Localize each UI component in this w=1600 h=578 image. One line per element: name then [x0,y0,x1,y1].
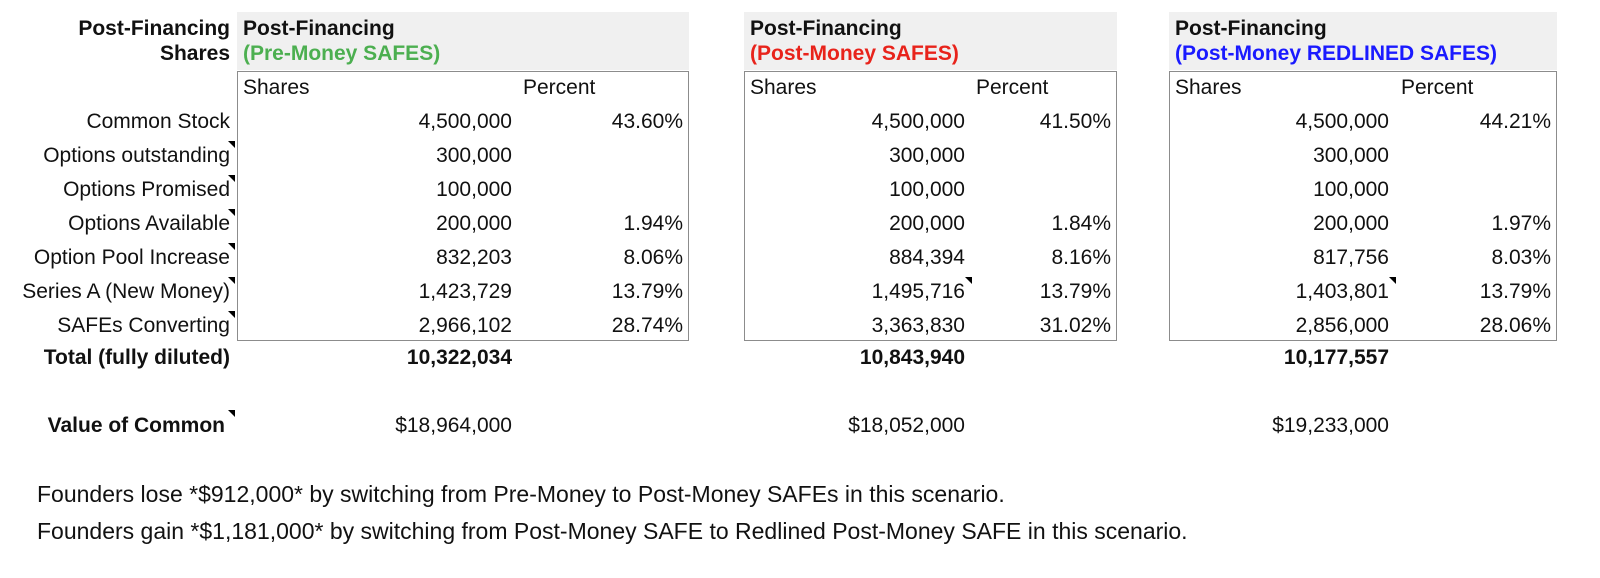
table-header-post-money: Post-Financing (Post-Money SAFES) [744,12,1117,70]
row-header-line2: Shares [159,42,230,65]
cell-shares: 2,966,102 [418,314,512,337]
cell-percent: 13.79% [1479,280,1551,303]
comment-marker-icon[interactable] [965,277,972,284]
cell-shares: 1,423,729 [418,280,512,303]
row-label-options-outstanding: Options outstanding [43,144,230,167]
col-header-percent: Percent [1401,76,1474,99]
row-label-options-available: Options Available [68,212,230,235]
comment-marker-icon[interactable] [228,243,235,250]
cell-shares: 300,000 [1313,144,1389,167]
col-header-shares: Shares [1175,76,1242,99]
comment-marker-icon[interactable] [228,209,235,216]
cell-percent: 44.21% [1479,110,1551,133]
cell-shares: 300,000 [436,144,512,167]
cell-percent: 13.79% [611,280,683,303]
total-value: 10,322,034 [406,346,512,369]
cell-shares: 100,000 [436,178,512,201]
cell-shares: 1,403,801 [1295,280,1389,303]
cell-percent: 8.03% [1491,246,1551,269]
cell-shares: 4,500,000 [871,110,965,133]
cell-shares: 2,856,000 [1295,314,1389,337]
value-of-common: $18,052,000 [848,414,965,437]
col-header-percent: Percent [523,76,596,99]
cell-percent: 41.50% [1039,110,1111,133]
cell-shares: 817,756 [1313,246,1389,269]
comment-marker-icon[interactable] [228,141,235,148]
value-of-common: $19,233,000 [1272,414,1389,437]
value-label: Value of Common [47,414,225,437]
total-value: 10,843,940 [859,346,965,369]
cell-percent: 8.16% [1051,246,1111,269]
cell-percent: 43.60% [611,110,683,133]
comment-marker-icon[interactable] [228,277,235,284]
row-header-line1: Post-Financing [78,17,230,40]
note-founders-lose: Founders lose *$912,000* by switching fr… [37,481,1005,507]
note-founders-gain: Founders gain *$1,181,000* by switching … [37,518,1188,544]
cell-percent: 31.02% [1039,314,1111,337]
cell-percent: 1.84% [1051,212,1111,235]
table-subtitle: (Post-Money REDLINED SAFES) [1175,42,1498,65]
cell-shares: 300,000 [889,144,965,167]
cell-percent: 28.06% [1479,314,1551,337]
cell-percent: 13.79% [1039,280,1111,303]
table-header-pre-money: Post-Financing (Pre-Money SAFES) [237,12,689,70]
value-of-common: $18,964,000 [395,414,512,437]
table-title: Post-Financing [1175,17,1327,40]
comment-marker-icon[interactable] [228,175,235,182]
table-body-redlined [1169,71,1557,341]
table-subtitle: (Pre-Money SAFES) [243,42,441,65]
col-header-percent: Percent [976,76,1049,99]
cell-shares: 4,500,000 [1295,110,1389,133]
cell-shares: 200,000 [436,212,512,235]
cell-shares: 100,000 [889,178,965,201]
col-header-shares: Shares [750,76,817,99]
cell-shares: 200,000 [1313,212,1389,235]
cell-percent: 28.74% [611,314,683,337]
row-label-options-promised: Options Promised [63,178,230,201]
table-body-post-money [744,71,1117,341]
total-value: 10,177,557 [1283,346,1389,369]
cell-shares: 1,495,716 [871,280,965,303]
col-header-shares: Shares [243,76,310,99]
row-label-safes-converting: SAFEs Converting [57,314,230,337]
table-body-pre-money [237,71,689,341]
table-subtitle: (Post-Money SAFES) [750,42,959,65]
total-label: Total (fully diluted) [43,346,230,369]
cell-percent: 1.97% [1491,212,1551,235]
cell-shares: 3,363,830 [871,314,965,337]
cell-percent: 8.06% [623,246,683,269]
comment-marker-icon[interactable] [228,311,235,318]
cell-shares: 100,000 [1313,178,1389,201]
cell-shares: 884,394 [889,246,965,269]
row-label-common-stock: Common Stock [86,110,230,133]
comment-marker-icon[interactable] [228,410,235,417]
table-title: Post-Financing [750,17,902,40]
cell-percent: 1.94% [623,212,683,235]
cell-shares: 832,203 [436,246,512,269]
row-label-option-pool-increase: Option Pool Increase [33,246,230,269]
comment-marker-icon[interactable] [1389,277,1396,284]
table-header-redlined: Post-Financing (Post-Money REDLINED SAFE… [1169,12,1557,70]
cell-shares: 4,500,000 [418,110,512,133]
row-label-series-a: Series A (New Money) [22,280,230,303]
cell-shares: 200,000 [889,212,965,235]
table-title: Post-Financing [243,17,395,40]
